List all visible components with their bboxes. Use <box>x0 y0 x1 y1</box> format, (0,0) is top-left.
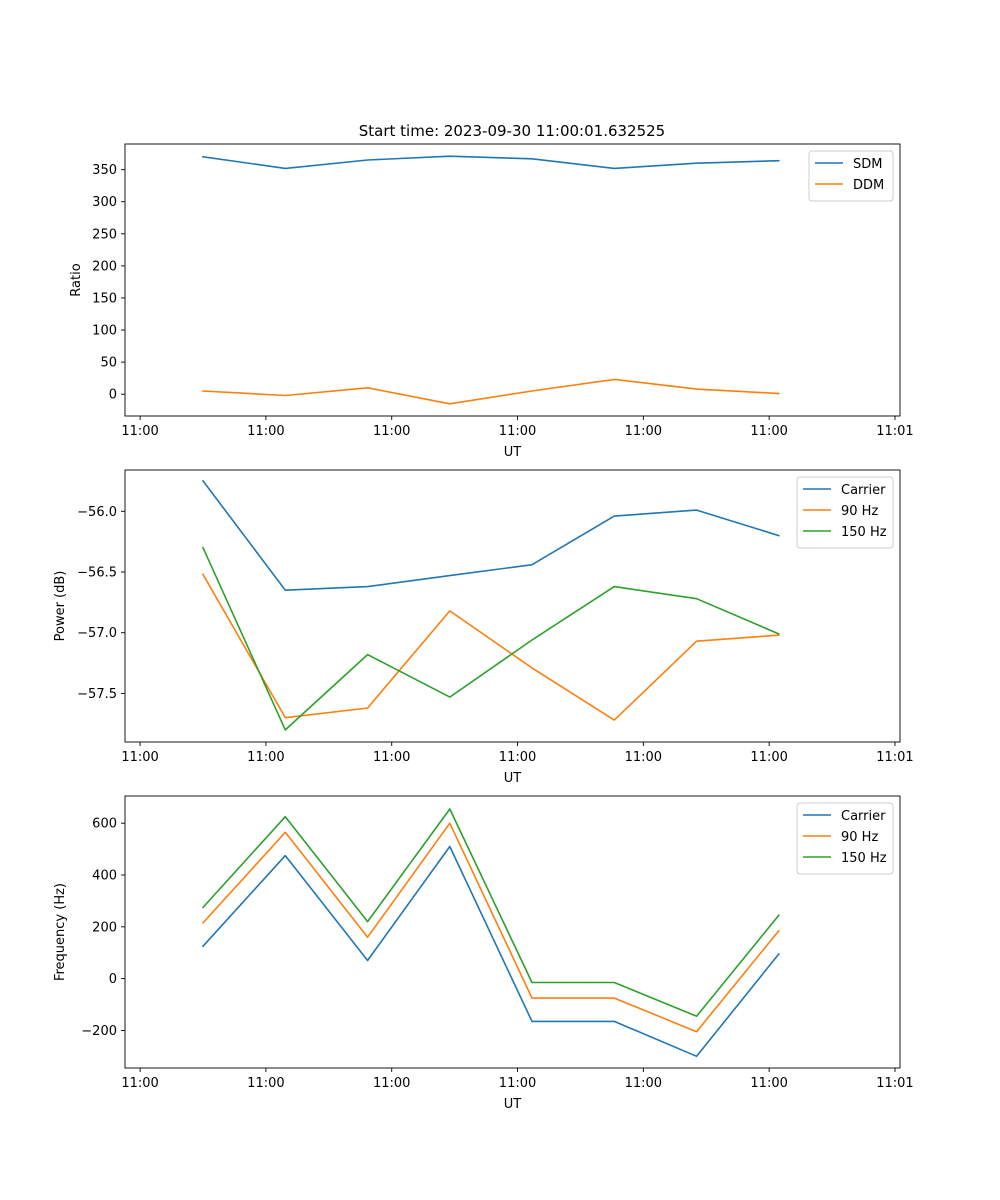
x-tick-label: 11:00 <box>247 1076 284 1091</box>
y-tick-label: 0 <box>109 388 117 403</box>
y-tick-label: 300 <box>92 195 117 210</box>
chart-panel-1: 11:00 11:00 11:00 11:00 11:00 11:00 11:01 0 50 10… <box>69 143 914 460</box>
x-tick-label: 11:00 <box>750 424 787 439</box>
x-tick-label: 11:00 <box>247 424 284 439</box>
y-tick-label: 400 <box>92 869 117 884</box>
series-line-90-hz <box>201 573 780 721</box>
x-tick-label: 11:00 <box>625 424 662 439</box>
y-tick-label: −57.5 <box>77 687 117 702</box>
legend: Carrier 90 Hz 150 Hz <box>796 476 894 549</box>
x-tick-label: 11:00 <box>750 750 787 765</box>
x-tick-label: 11:00 <box>499 750 536 765</box>
axes-frame <box>124 795 901 1069</box>
y-tick-label: 200 <box>92 259 117 274</box>
series-line-sdm <box>202 155 780 170</box>
x-axis-label: UT <box>504 1097 522 1112</box>
series-line-90-hz <box>201 822 780 1033</box>
y-tick-label: −56.5 <box>77 566 117 581</box>
x-tick-label: 11:00 <box>373 750 410 765</box>
y-axis-label: Ratio <box>69 263 84 296</box>
y-tick-label: 250 <box>92 227 117 242</box>
axes-frame <box>124 469 901 743</box>
series-line-150-hz <box>201 808 780 1018</box>
legend: SDM DDM <box>808 150 894 202</box>
chart-panels: 11:00 11:00 11:00 11:00 11:00 11:00 11:01 0 50 10… <box>53 143 914 1112</box>
chart-panel-2: 11:00 11:00 11:00 11:00 11:00 11:00 11:01 −57.5… <box>53 469 914 786</box>
y-tick-label: −56.0 <box>77 505 117 520</box>
legend: Carrier 90 Hz 150 Hz <box>796 802 894 875</box>
figure-title: Start time: 2023-09-30 11:00:01.632525 <box>359 122 665 140</box>
legend-label: Carrier <box>841 483 886 498</box>
x-tick-label: 11:00 <box>625 750 662 765</box>
x-tick-label: 11:00 <box>373 1076 410 1091</box>
y-tick-label: −200 <box>81 1024 117 1039</box>
y-tick-label: 100 <box>92 324 117 339</box>
legend-label: Carrier <box>841 809 886 824</box>
y-axis-label: Power (dB) <box>53 571 68 642</box>
legend-label: 90 Hz <box>841 504 878 519</box>
series-line-ddm <box>202 378 780 405</box>
x-tick-label: 11:00 <box>121 424 158 439</box>
y-tick-label: 350 <box>92 163 117 178</box>
chart-panel-3: 11:00 11:00 11:00 11:00 11:00 11:00 11:01 −200 0… <box>53 795 914 1112</box>
y-axis-label: Frequency (Hz) <box>53 883 68 981</box>
x-tick-label: 11:00 <box>121 750 158 765</box>
x-axis-label: UT <box>504 771 522 786</box>
x-tick-label: 11:00 <box>499 424 536 439</box>
x-tick-label: 11:00 <box>625 1076 662 1091</box>
x-tick-label: 11:00 <box>247 750 284 765</box>
series-line-carrier <box>201 845 780 1058</box>
series-line-150-hz <box>201 546 780 731</box>
y-tick-label: 200 <box>92 920 117 935</box>
axes-frame <box>124 143 901 417</box>
x-tick-label: 11:01 <box>876 1076 913 1091</box>
legend-label: 150 Hz <box>841 525 887 540</box>
x-tick-label: 11:00 <box>750 1076 787 1091</box>
legend-label: 150 Hz <box>841 851 887 866</box>
y-tick-label: 50 <box>100 356 117 371</box>
x-tick-label: 11:01 <box>876 750 913 765</box>
x-tick-label: 11:00 <box>373 424 410 439</box>
legend-label: DDM <box>853 178 884 193</box>
y-tick-label: 600 <box>92 817 117 832</box>
x-tick-label: 11:01 <box>876 424 913 439</box>
x-tick-label: 11:00 <box>499 1076 536 1091</box>
x-axis-label: UT <box>504 445 522 460</box>
x-tick-label: 11:00 <box>121 1076 158 1091</box>
y-tick-label: 150 <box>92 291 117 306</box>
legend-label: SDM <box>853 157 882 172</box>
legend-label: 90 Hz <box>841 830 878 845</box>
y-tick-label: 0 <box>109 972 117 987</box>
series-line-carrier <box>201 479 780 592</box>
y-tick-label: −57.0 <box>77 626 117 641</box>
